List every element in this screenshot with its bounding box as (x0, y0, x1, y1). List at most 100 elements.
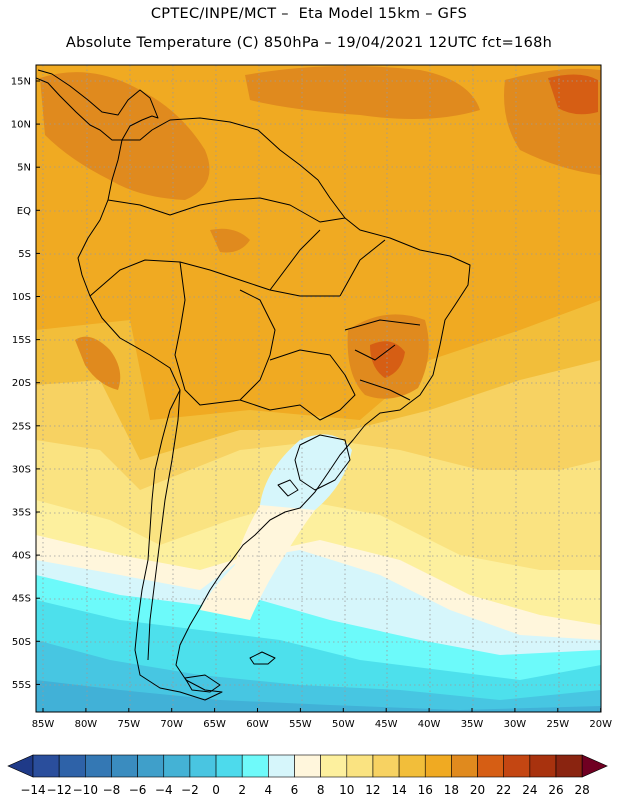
band-20-amazon (210, 228, 250, 253)
band-minus2 (36, 680, 601, 712)
border-uruguay (294, 434, 351, 491)
lon-label: 80W (75, 719, 98, 730)
colorbar-label: −2 (181, 783, 199, 797)
colorbar-label: −8 (103, 783, 121, 797)
lon-label: 35W (461, 719, 484, 730)
colorbar-swatch (163, 754, 191, 778)
lon-label: 60W (246, 719, 269, 730)
colorbar-swatch (294, 754, 321, 778)
colorbar-low-arrow (7, 754, 34, 778)
lat-label: 50S (12, 637, 31, 648)
colorbar-label: 18 (444, 783, 459, 797)
colorbar-label: −4 (155, 783, 173, 797)
lon-label: 70W (160, 719, 183, 730)
lat-label: 30S (12, 464, 31, 475)
colorbar-label: 12 (365, 783, 380, 797)
band-20-andes (75, 336, 121, 390)
lat-label: 5S (18, 249, 31, 260)
lat-label: 5N (17, 163, 31, 174)
colorbar-label: 26 (548, 783, 563, 797)
colorbar-swatch (32, 754, 60, 778)
plume-6 (260, 434, 352, 519)
lon-label: 55W (289, 719, 312, 730)
lon-label: 50W (332, 719, 355, 730)
map-frame (35, 64, 602, 713)
colorbar-label: 28 (575, 783, 590, 797)
colorbar-label: −6 (129, 783, 147, 797)
colorbar-swatch (58, 754, 86, 778)
lon-label: 75W (117, 719, 140, 730)
band-20-north (245, 66, 480, 119)
colorbar-swatch (372, 754, 400, 778)
lat-label: EQ (17, 206, 31, 217)
lat-label: 45S (12, 594, 31, 605)
longitude-labels: 85W 80W 75W 70W 65W 60W 55W 50W 45W 40W 35W 30W 25W 2… (32, 708, 612, 730)
colorbar-label: 14 (391, 783, 406, 797)
colorbar-label: 2 (238, 783, 246, 797)
lat-label: 20S (12, 378, 31, 389)
colorbar-swatch (477, 754, 504, 778)
lat-label: 15S (12, 335, 31, 346)
colorbar-label: 22 (496, 783, 511, 797)
colorbar-swatch (268, 754, 295, 778)
lon-label: 30W (504, 719, 527, 730)
colorbar-swatch (215, 754, 243, 778)
colorbar-label: 0 (212, 783, 220, 797)
colorbar-swatch (189, 754, 217, 778)
colorbar-swatch (137, 754, 165, 778)
lon-label: 25W (546, 719, 569, 730)
colorbar-swatch (241, 754, 269, 778)
lat-label: 55S (12, 680, 31, 691)
colorbar-swatch (555, 754, 583, 778)
malvinas (249, 651, 276, 665)
lat-label: 10S (12, 292, 31, 303)
lon-label: 20W (589, 719, 612, 730)
title-line-1: CPTEC/INPE/MCT – Eta Model 15km – GFS (150, 6, 468, 22)
band-0 (36, 640, 601, 712)
colorbar-label: −14 (20, 783, 45, 797)
colorbar: −14 −12 −10 −8 −6 −4 −2 0 2 4 6 8 10 12 14 16 18 20 22 24 26… (7, 754, 608, 797)
colorbar-label: 10 (339, 783, 354, 797)
border-northwest (107, 197, 346, 223)
central-america-coast (36, 69, 159, 141)
border-brazil-states (269, 229, 421, 401)
colorbar-label: 16 (418, 783, 433, 797)
border-andes (89, 259, 340, 297)
colorbar-label: 24 (522, 783, 537, 797)
colorbar-swatch (346, 754, 374, 778)
south-america-coast (77, 117, 471, 701)
colorbar-high-arrow (581, 754, 608, 778)
colorbar-label: 8 (317, 783, 325, 797)
lat-label: 15N (11, 77, 31, 88)
band-22-se-brazil (370, 341, 405, 378)
lat-label: 25S (12, 421, 31, 432)
latitude-labels: 15N 10N 5N EQ 5S 10S 15S 20S 25S 30S 35S 40S 45S 50S 5… (11, 77, 40, 691)
lon-label: 85W (32, 719, 55, 730)
colorbar-label: −12 (46, 783, 71, 797)
lat-label: 35S (12, 508, 31, 519)
colorbar-swatch (424, 754, 452, 778)
plume-8 (200, 505, 315, 620)
lat-label: 40S (12, 551, 31, 562)
border-bolivia (174, 261, 276, 406)
colorbar-label: 20 (470, 783, 485, 797)
rio-de-la-plata (277, 479, 299, 497)
lon-label: 45W (375, 719, 398, 730)
lon-label: 65W (203, 719, 226, 730)
border-paraguay (239, 349, 356, 421)
colorbar-swatch (111, 754, 138, 778)
lon-label: 40W (418, 719, 441, 730)
title-line-2: Absolute Temperature (C) 850hPa – 19/04/… (65, 35, 553, 51)
band-22-ne (548, 74, 598, 115)
colorbar-label: −10 (73, 783, 98, 797)
colorbar-swatch (503, 754, 531, 778)
coastlines (36, 69, 471, 701)
colorbar-swatch (398, 754, 426, 778)
colorbar-swatch (85, 754, 112, 778)
border-argentina-chile (147, 389, 181, 661)
colorbar-swatch (320, 754, 348, 778)
colorbar-swatch (451, 754, 478, 778)
colorbar-label: 4 (265, 783, 273, 797)
colorbar-swatch (529, 754, 557, 778)
